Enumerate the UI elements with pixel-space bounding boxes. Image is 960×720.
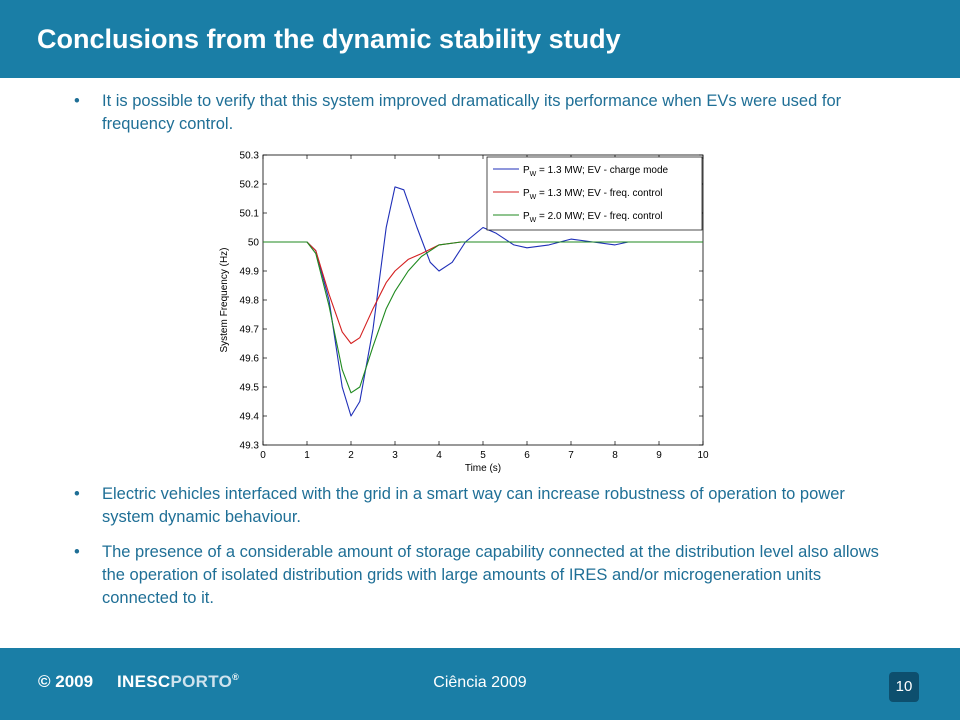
legend-box [486,156,703,231]
y-tick-label: 49.4 [240,412,260,423]
legend-entry: PW = 2.0 MW; EV - freq. control [523,211,663,224]
y-tick-label: 49.7 [240,325,260,336]
frequency-chart: 0 1 2 3 4 5 6 7 8 9 10 49.3 49.4 49.5 49.6 49.7 49.8 49.9… [210,145,720,475]
bullet-item: • Electric vehicles interfaced with the … [74,483,894,529]
y-axis-label: System Frequency (Hz) [219,247,230,352]
x-tick-label: 1 [304,450,310,461]
bullet-icon: • [74,92,80,110]
x-axis-label: Time (s) [465,463,501,474]
bullet-item: • The presence of a considerable amount … [74,541,894,610]
x-tick-label: 5 [480,450,486,461]
bullet-text: The presence of a considerable amount of… [102,543,879,607]
y-tick-label: 49.9 [240,267,260,278]
x-tick-label: 10 [697,450,709,461]
footer-bar: © 2009 INESCPORTO® Ciência 2009 10 [0,648,960,720]
y-tick-label: 49.8 [240,296,260,307]
x-tick-label: 3 [392,450,398,461]
y-tick-label: 49.5 [240,383,260,394]
y-tick-label: 50.2 [240,180,260,191]
bullet-text: Electric vehicles interfaced with the gr… [102,485,845,526]
bullet-list-top: • It is possible to verify that this sys… [74,90,894,148]
y-tick-label: 49.3 [240,441,260,452]
bullet-list-bottom: • Electric vehicles interfaced with the … [74,483,894,622]
legend-entry: PW = 1.3 MW; EV - freq. control [523,188,663,201]
logo-part-porto: PORTO [170,672,233,691]
series-line [263,186,629,417]
bullet-item: • It is possible to verify that this sys… [74,90,894,136]
x-tick-label: 4 [436,450,442,461]
x-tick-label: 7 [568,450,574,461]
slide-title: Conclusions from the dynamic stability s… [37,24,621,54]
page-number: 10 [889,672,919,702]
series-line [263,241,703,394]
legend-entry: PW = 1.3 MW; EV - charge mode [523,165,669,178]
y-tick-label: 49.6 [240,354,260,365]
y-tick-label: 50.3 [240,151,260,162]
x-tick-label: 2 [348,450,354,461]
y-tick-label: 50.1 [240,209,260,220]
frequency-chart-svg: 0 1 2 3 4 5 6 7 8 9 10 49.3 49.4 49.5 49.6 49.7 49.8 49.9… [219,151,709,475]
y-tick-label: 50 [248,238,260,249]
registered-mark: ® [232,672,240,682]
x-tick-label: 8 [612,450,618,461]
bullet-icon: • [74,543,80,561]
x-tick-label: 0 [260,450,266,461]
logo-part-inesc: INESC [117,672,171,691]
x-tick-label: 6 [524,450,530,461]
title-bar: Conclusions from the dynamic stability s… [0,0,960,78]
event-label: Ciência 2009 [433,674,527,691]
bullet-text: It is possible to verify that this syste… [102,92,842,133]
bullet-icon: • [74,485,80,503]
inescporto-logo: INESCPORTO® [117,672,239,692]
copyright-text: © 2009 [38,672,94,691]
x-tick-label: 9 [656,450,662,461]
